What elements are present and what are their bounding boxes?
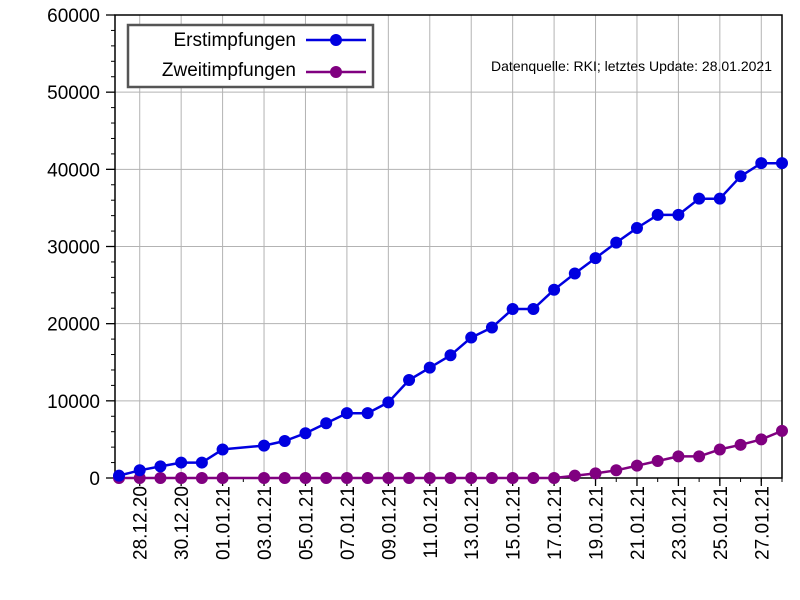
x-tick-label: 19.01.21 <box>587 486 608 560</box>
data-point-erstimpfungen <box>382 396 395 409</box>
x-tick-label: 05.01.21 <box>296 486 317 560</box>
data-point-erstimpfungen <box>340 407 353 420</box>
data-point-erstimpfungen <box>403 373 416 386</box>
data-point-erstimpfungen <box>568 267 581 280</box>
data-point-zweitimpfungen <box>216 472 229 484</box>
data-point-erstimpfungen <box>133 464 146 477</box>
data-point-erstimpfungen <box>589 252 602 265</box>
data-point-erstimpfungen <box>527 303 540 316</box>
data-point-zweitimpfungen <box>610 464 623 477</box>
data-point-zweitimpfungen <box>154 472 167 484</box>
legend: Erstimpfungen Zweitimpfungen <box>126 23 375 89</box>
data-point-zweitimpfungen <box>465 472 478 484</box>
data-point-zweitimpfungen <box>755 433 768 446</box>
data-point-erstimpfungen <box>548 283 561 296</box>
data-point-erstimpfungen <box>361 407 374 420</box>
data-point-zweitimpfungen <box>693 450 706 463</box>
data-point-zweitimpfungen <box>195 472 208 484</box>
data-point-zweitimpfungen <box>382 472 395 484</box>
data-point-erstimpfungen <box>630 221 643 234</box>
data-point-zweitimpfungen <box>403 472 416 484</box>
data-point-erstimpfungen <box>506 303 519 316</box>
data-point-erstimpfungen <box>672 208 685 221</box>
x-tick-label: 11.01.21 <box>421 486 442 559</box>
x-tick-label: 01.01.21 <box>214 486 235 560</box>
legend-marker-zweitimpfungen <box>330 66 342 78</box>
x-tick-label: 17.01.21 <box>545 486 566 560</box>
y-tick-label: 10000 <box>47 392 100 413</box>
x-tick-label: 13.01.21 <box>462 486 483 560</box>
data-point-erstimpfungen <box>258 439 271 452</box>
data-point-zweitimpfungen <box>299 472 312 484</box>
data-point-zweitimpfungen <box>506 472 519 484</box>
legend-box <box>126 23 375 89</box>
data-point-erstimpfungen <box>113 469 125 482</box>
y-tick-label: 20000 <box>47 315 100 336</box>
legend-label-zweitimpfungen: Zweitimpfungen <box>162 60 296 81</box>
series-line-erstimpfungen <box>118 161 782 477</box>
data-point-zweitimpfungen <box>651 455 664 468</box>
x-tick-label: 21.01.21 <box>628 486 649 560</box>
data-point-zweitimpfungen <box>776 424 788 437</box>
y-tick-label: 40000 <box>47 160 100 181</box>
data-point-erstimpfungen <box>776 157 788 170</box>
data-point-zweitimpfungen <box>278 472 291 484</box>
data-point-erstimpfungen <box>175 456 188 469</box>
y-tick-label: 50000 <box>47 83 100 104</box>
data-point-zweitimpfungen <box>527 472 540 484</box>
x-tick-label: 27.01.21 <box>752 486 773 560</box>
data-point-erstimpfungen <box>299 427 312 440</box>
data-point-erstimpfungen <box>216 443 229 456</box>
data-point-zweitimpfungen <box>713 443 726 456</box>
data-point-erstimpfungen <box>465 331 478 344</box>
data-point-zweitimpfungen <box>423 472 436 484</box>
data-point-zweitimpfungen <box>568 469 581 482</box>
legend-marker-erstimpfungen <box>330 34 342 46</box>
x-tick-label: 15.01.21 <box>504 486 525 560</box>
data-point-zweitimpfungen <box>589 467 602 480</box>
data-point-zweitimpfungen <box>444 472 457 484</box>
data-point-erstimpfungen <box>713 192 726 205</box>
grid-lines <box>115 15 782 478</box>
data-point-zweitimpfungen <box>485 472 498 484</box>
x-tick-label: 25.01.21 <box>711 486 732 560</box>
data-source-annotation: Datenquelle: RKI; letztes Update: 28.01.… <box>491 58 772 74</box>
data-point-erstimpfungen <box>423 361 436 374</box>
data-series <box>113 157 788 484</box>
data-point-erstimpfungen <box>485 321 498 334</box>
data-point-zweitimpfungen <box>361 472 374 484</box>
data-point-zweitimpfungen <box>340 472 353 484</box>
data-point-zweitimpfungen <box>175 472 188 484</box>
data-point-zweitimpfungen <box>320 472 333 484</box>
x-tick-label: 09.01.21 <box>379 486 400 560</box>
y-tick-label: 30000 <box>47 238 100 259</box>
data-point-erstimpfungen <box>755 157 768 170</box>
x-tick-label: 23.01.21 <box>669 486 690 560</box>
x-tick-label: 28.12.20 <box>131 486 152 560</box>
data-point-zweitimpfungen <box>734 438 747 451</box>
axes: 0 10000 20000 30000 40000 50000 60000 28.12.20 3… <box>47 6 783 560</box>
data-point-erstimpfungen <box>734 170 747 183</box>
data-point-erstimpfungen <box>154 460 167 473</box>
data-point-erstimpfungen <box>278 434 291 447</box>
legend-label-erstimpfungen: Erstimpfungen <box>173 30 296 51</box>
data-point-erstimpfungen <box>651 208 664 221</box>
y-tick-label: 0 <box>89 469 100 490</box>
data-point-zweitimpfungen <box>630 459 643 472</box>
data-point-erstimpfungen <box>693 192 706 205</box>
data-point-erstimpfungen <box>444 349 457 362</box>
data-point-zweitimpfungen <box>672 450 685 463</box>
data-point-erstimpfungen <box>195 456 208 469</box>
x-tick-label: 07.01.21 <box>338 486 359 560</box>
x-tick-label: 30.12.20 <box>172 486 193 560</box>
data-point-zweitimpfungen <box>258 472 271 484</box>
data-point-zweitimpfungen <box>548 472 561 484</box>
y-tick-label: 60000 <box>47 6 100 27</box>
data-point-erstimpfungen <box>320 417 333 430</box>
x-tick-label: 03.01.21 <box>255 486 276 560</box>
data-point-erstimpfungen <box>610 236 623 249</box>
